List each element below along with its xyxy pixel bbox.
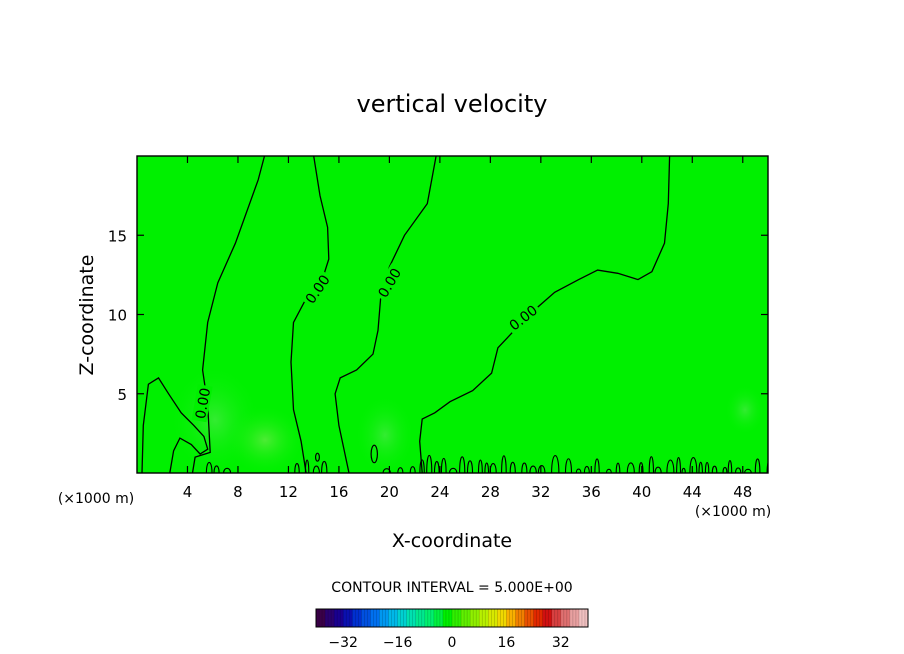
colorbar-swatch [578, 609, 589, 627]
x-tick-label: 8 [233, 483, 243, 501]
colorbar-swatch [488, 609, 498, 627]
x-tick-label: 40 [632, 483, 651, 501]
colorbar-swatch [524, 609, 535, 627]
colorbar-swatch [424, 609, 435, 627]
x-unit-label-right: (×1000 m) [695, 504, 771, 520]
colorbar-swatch [406, 609, 417, 627]
x-tick-label: 24 [430, 483, 449, 501]
colorbar-swatch [388, 609, 399, 627]
colorbar-swatch [334, 609, 344, 627]
y-tick-label: 5 [117, 386, 127, 404]
colorbar-tick-label: 0 [448, 635, 457, 651]
y-tick-label: 10 [108, 307, 127, 325]
y-tick-label: 15 [108, 227, 127, 245]
colorbar-swatch [542, 609, 553, 627]
colorbar-swatch [370, 609, 380, 627]
contour-label-background [504, 300, 542, 335]
colorbar-swatch [461, 609, 471, 627]
colorbar-swatch [497, 609, 507, 627]
contour-lines [141, 156, 671, 473]
colorbar-swatch [433, 609, 444, 627]
colorbar-tick-label: −16 [383, 635, 413, 651]
x-tick-label: 28 [481, 483, 500, 501]
contour-label-background [373, 263, 405, 302]
x-axis-label: X-coordinate [392, 530, 512, 552]
near-surface-contours [205, 454, 768, 473]
contour-line-zero [334, 156, 437, 473]
colorbar-swatch [533, 609, 544, 627]
colorbar-swatch [479, 609, 489, 627]
contour-label-background [300, 269, 334, 308]
contour-line-zero [191, 156, 266, 473]
x-unit-label-left: (×1000 m) [58, 491, 134, 507]
chart-title: vertical velocity [357, 90, 548, 118]
colorbar-swatch [452, 609, 462, 627]
contour-label-background [191, 384, 213, 423]
colorbar-swatch [442, 609, 453, 627]
contour-interval-text: CONTOUR INTERVAL = 5.000E+00 [331, 580, 572, 596]
colorbar-swatch [397, 609, 408, 627]
colorbar: −32 −16 0 16 32 [315, 608, 589, 651]
colorbar-swatch [506, 609, 516, 627]
y-axis: 5 10 15 [108, 227, 768, 404]
x-tick-label: 32 [531, 483, 550, 501]
colorbar-swatch [569, 609, 580, 627]
y-axis-label: Z-coordinate [76, 255, 98, 376]
colorbar-swatch [515, 609, 526, 627]
x-tick-label: 16 [329, 483, 348, 501]
x-tick-label: 36 [582, 483, 601, 501]
colorbar-tick-label: 32 [552, 635, 570, 651]
colorbar-swatch [343, 609, 353, 627]
colorbar-swatch [560, 609, 571, 627]
colorbar-tick-label: 16 [497, 635, 515, 651]
colorbar-swatch [352, 609, 362, 627]
colorbar-swatch [316, 609, 326, 627]
contour-line-zero [419, 156, 671, 473]
colorbar-swatch [325, 609, 335, 627]
x-tick-label: 48 [733, 483, 752, 501]
x-axis: 4 8 12 16 20 24 28 32 36 40 44 48 [183, 156, 752, 501]
colorbar-swatch [470, 609, 480, 627]
colorbar-tick-label: −32 [328, 635, 358, 651]
contour-loop [314, 452, 320, 462]
colorbar-swatch [551, 609, 562, 627]
x-tick-label: 4 [183, 483, 193, 501]
surface-contour-fragments [205, 454, 768, 473]
colorbar-swatch [361, 609, 371, 627]
colorbar-swatch [415, 609, 426, 627]
x-tick-label: 12 [279, 483, 298, 501]
contour-line-zero [141, 377, 209, 473]
colorbar-frame [315, 608, 589, 628]
colorbar-swatch [379, 609, 390, 627]
contour-label: 0.00 [193, 387, 214, 420]
x-tick-label: 44 [683, 483, 702, 501]
contour-loop [370, 444, 379, 464]
x-tick-label: 20 [380, 483, 399, 501]
